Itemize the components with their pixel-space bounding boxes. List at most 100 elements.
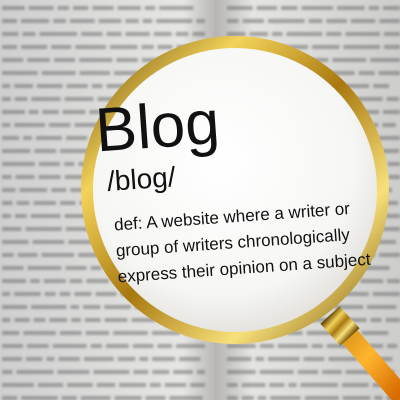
blurred-word [41, 253, 75, 257]
blurred-word [365, 136, 400, 140]
blurred-word [370, 58, 400, 62]
blurred-word [196, 19, 205, 23]
blurred-word [156, 19, 193, 23]
blurred-word [227, 6, 253, 10]
blurred-word [67, 383, 93, 387]
blurred-word [378, 71, 400, 75]
blurred-word [372, 149, 400, 153]
blurred-word [279, 45, 308, 49]
blurred-word [84, 318, 101, 322]
blurred-word [132, 344, 154, 348]
blurred-word [79, 58, 113, 62]
blurred-word [28, 110, 39, 114]
blurred-word [91, 84, 103, 88]
blurred-word [83, 305, 101, 309]
blurred-word [21, 45, 48, 49]
blurred-word [373, 84, 390, 88]
blurred-word [269, 383, 285, 387]
blurred-word [2, 149, 31, 153]
blurred-word [54, 58, 76, 62]
blurred-word [345, 32, 380, 36]
blurred-word [53, 19, 66, 23]
blurred-word [33, 201, 56, 205]
blurred-word [2, 6, 25, 10]
blurred-word [150, 383, 161, 387]
blurred-word [145, 396, 166, 400]
blurred-word [2, 370, 13, 374]
handle-collar [320, 306, 360, 346]
blurred-word [133, 370, 149, 374]
blurred-word [2, 318, 11, 322]
blurred-word [21, 396, 58, 400]
blurred-word [227, 19, 239, 23]
blurred-word [23, 136, 33, 140]
blurred-word [227, 344, 256, 348]
blurred-word [383, 110, 400, 114]
blurred-word [356, 110, 380, 114]
blurred-word [2, 396, 18, 400]
blurred-word [259, 370, 294, 374]
blurred-word [80, 396, 111, 400]
blurred-word [270, 396, 301, 400]
blurred-word [2, 253, 14, 257]
blurred-word [93, 370, 130, 374]
blurred-word [105, 344, 129, 348]
blurred-word [66, 84, 88, 88]
blurred-word [334, 84, 370, 88]
blurred-word [300, 383, 338, 387]
blurred-word [14, 84, 34, 88]
blurred-word [345, 370, 378, 374]
blurred-word [336, 6, 365, 10]
blurred-word [37, 383, 64, 387]
blurred-word [57, 6, 70, 10]
blurred-word [311, 318, 330, 322]
blurred-word [374, 396, 383, 400]
blurred-word [227, 357, 252, 361]
blurred-word [106, 32, 122, 36]
blurred-word [334, 305, 364, 309]
blurred-word [139, 357, 149, 361]
blurred-word [297, 370, 319, 374]
blurred-word [157, 45, 173, 49]
blurred-word [335, 292, 369, 296]
blurred-word [90, 266, 102, 270]
blurred-word [43, 279, 66, 283]
blurred-word [68, 240, 98, 244]
blurred-word [153, 32, 172, 36]
blurred-word [326, 344, 349, 348]
blurred-word [387, 162, 400, 166]
blurred-word [387, 344, 398, 348]
blurred-word [2, 136, 20, 140]
blurred-word [58, 357, 80, 361]
blurred-word [42, 110, 59, 114]
blurred-word [301, 6, 333, 10]
blurred-word [152, 357, 176, 361]
blurred-word [370, 240, 396, 244]
blurred-word [23, 331, 56, 335]
blurred-word [28, 6, 54, 10]
blurred-word [109, 45, 138, 49]
blurred-word [151, 331, 181, 335]
blurred-word [179, 357, 201, 361]
blurred-word [65, 227, 98, 231]
blurred-word [256, 6, 278, 10]
blurred-word [69, 279, 83, 283]
blurred-word [332, 58, 367, 62]
blurred-word [152, 370, 170, 374]
blurred-word [2, 97, 11, 101]
blurred-word [385, 318, 400, 322]
blurred-word [37, 84, 63, 88]
blurred-word [257, 396, 267, 400]
blurred-word [249, 32, 269, 36]
blurred-word [14, 97, 28, 101]
blurred-word [322, 370, 342, 374]
blurred-word [2, 240, 29, 244]
blurred-word [142, 19, 153, 23]
blurred-word [78, 253, 109, 257]
blurred-word [26, 344, 49, 348]
blurred-word [25, 227, 62, 231]
blurred-word [83, 357, 114, 361]
blurred-word [15, 175, 35, 179]
blurred-word [71, 318, 81, 322]
